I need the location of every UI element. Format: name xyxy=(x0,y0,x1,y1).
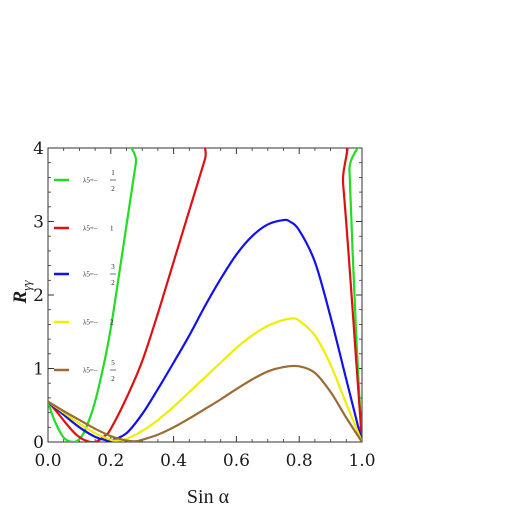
y-tick-label: 3 xyxy=(33,213,44,233)
y-tick-label: 1 xyxy=(33,360,44,380)
series-line-2 xyxy=(48,148,362,442)
x-tick-label: 0.6 xyxy=(223,451,250,471)
legend-frac-den-3: 2 xyxy=(111,279,115,287)
x-tick-label: 0.8 xyxy=(286,451,313,471)
series-line-3 xyxy=(48,218,362,442)
legend-label-1: λ5=− xyxy=(83,177,98,185)
y-tick-label: 2 xyxy=(33,286,44,306)
series-group xyxy=(48,148,362,442)
legend-value-4: 2 xyxy=(110,319,114,327)
y-axis-title-sub: γγ xyxy=(19,280,34,291)
legend: λ5=− 1 2 λ5=− 1 λ5=− 3 2 λ5=− 2 λ5=− 5 2 xyxy=(54,169,116,383)
legend-label-5: λ5=− xyxy=(83,367,98,375)
legend-frac-den-5: 2 xyxy=(111,375,115,383)
series-line-1 xyxy=(48,148,362,442)
series-line-5 xyxy=(48,364,362,442)
x-tick-label: 0.4 xyxy=(160,451,187,471)
x-tick-label: 1.0 xyxy=(348,451,375,471)
x-tick-label: 0.2 xyxy=(97,451,124,471)
svg-text:Rγγ: Rγγ xyxy=(10,280,34,305)
y-tick-label: 4 xyxy=(33,139,44,159)
y-axis-title: Rγγ xyxy=(10,280,34,305)
legend-frac-num-1: 1 xyxy=(111,169,115,177)
legend-frac-num-3: 3 xyxy=(111,263,115,271)
legend-label-3: λ5=− xyxy=(83,271,98,279)
y-axis-title-main: R xyxy=(10,291,31,305)
series-line-4 xyxy=(48,317,362,442)
legend-frac-num-5: 5 xyxy=(111,359,115,367)
y-tick-label: 0 xyxy=(33,433,44,453)
legend-value-2: 1 xyxy=(110,225,114,233)
x-tick-label: 0.0 xyxy=(34,451,61,471)
axis-ticks: 0.0 0.2 0.4 0.6 0.8 1.0 0 1 2 3 4 xyxy=(33,139,375,471)
x-axis-title: Sin α xyxy=(187,486,230,508)
legend-label-2: λ5=− xyxy=(83,225,98,233)
legend-frac-den-1: 2 xyxy=(111,185,115,193)
legend-label-4: λ5=− xyxy=(83,319,98,327)
